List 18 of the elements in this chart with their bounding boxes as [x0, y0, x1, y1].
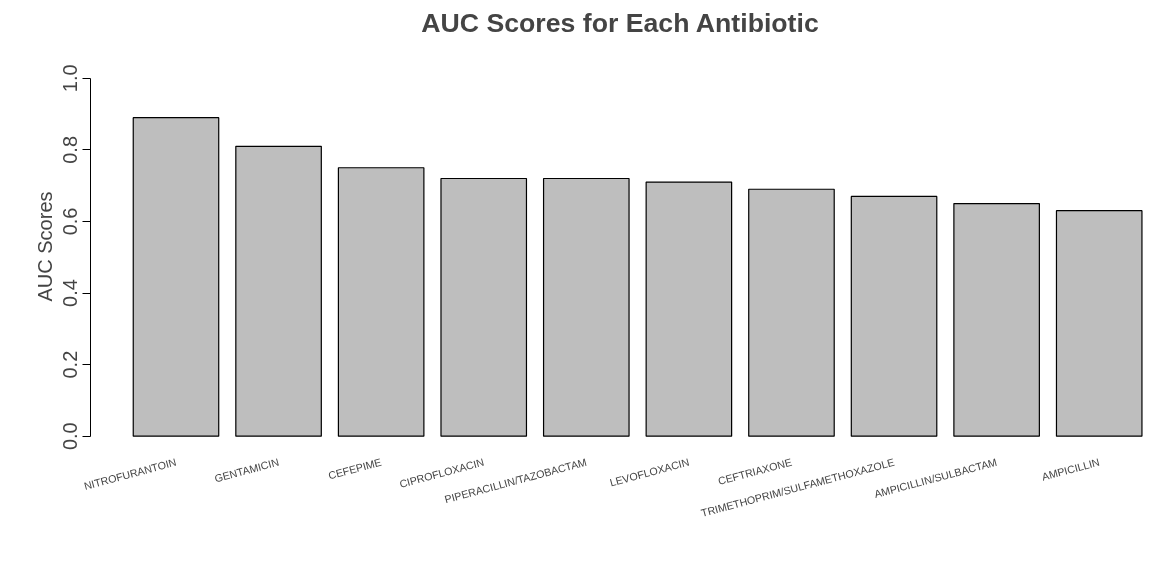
bar — [235, 145, 322, 437]
bar — [645, 181, 733, 437]
bar — [1055, 210, 1143, 437]
y-axis-title: AUC Scores — [33, 191, 56, 302]
bar — [953, 202, 1040, 437]
bar — [748, 188, 835, 437]
y-tick-label: 0.4 — [59, 279, 82, 307]
bar — [337, 167, 425, 437]
bar — [542, 177, 630, 437]
y-tick-label: 1.0 — [59, 64, 82, 93]
bar — [850, 195, 938, 437]
bar — [440, 177, 528, 437]
y-tick-label: 0.2 — [59, 350, 82, 379]
y-tick-label: 0.6 — [59, 207, 82, 236]
bar — [132, 117, 220, 437]
chart-title: AUC Scores for Each Antibiotic — [421, 7, 819, 38]
y-tick-label: 0.8 — [59, 135, 82, 164]
y-tick-label: 0.0 — [59, 422, 82, 451]
